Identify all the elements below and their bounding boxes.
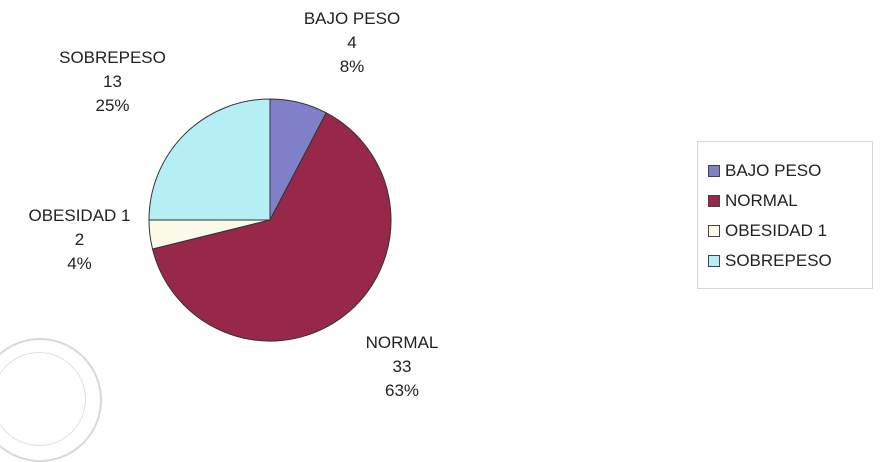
legend-label: OBESIDAD 1 [725, 221, 828, 240]
slice-label-count: 13 [103, 72, 122, 91]
slice-label-normal: NORMAL 33 63% [337, 331, 467, 403]
slice-label-bajo-peso: BAJO PESO 4 8% [287, 7, 417, 79]
slice-label-count: 2 [74, 230, 85, 249]
chart-legend: BAJO PESO NORMAL OBESIDAD 1 SOBREPESO [697, 141, 873, 289]
legend-swatch [708, 195, 720, 207]
slice-label-percent: 63% [384, 381, 420, 400]
slice-label-name: OBESIDAD 1 [28, 206, 131, 225]
pie-slice-normal [151, 112, 392, 342]
legend-item-normal: NORMAL [708, 186, 872, 216]
slice-label-percent: 8% [339, 57, 365, 76]
slice-label-percent: 4% [67, 254, 92, 273]
legend-label: NORMAL [725, 191, 798, 210]
slice-label-obesidad-1: OBESIDAD 1 2 4% [2, 204, 157, 276]
slice-label-count: 33 [392, 357, 412, 376]
legend-item-bajo-peso: BAJO PESO [708, 156, 872, 186]
slice-label-name: NORMAL [365, 333, 439, 352]
legend-label: SOBREPESO [725, 251, 832, 270]
slice-label-name: SOBREPESO [59, 48, 166, 67]
legend-swatch [708, 165, 720, 177]
slice-label-count: 4 [347, 33, 357, 52]
legend-swatch [708, 255, 720, 267]
slice-label-sobrepeso: SOBREPESO 13 25% [40, 46, 185, 118]
legend-swatch [708, 225, 720, 237]
slice-label-name: BAJO PESO [303, 9, 401, 28]
legend-item-sobrepeso: SOBREPESO [708, 246, 872, 276]
legend-label: BAJO PESO [725, 161, 822, 180]
pie-slice-sobrepeso [148, 98, 271, 221]
legend-item-obesidad-1: OBESIDAD 1 [708, 216, 872, 246]
slice-label-percent: 25% [95, 96, 130, 115]
pie-chart [148, 98, 392, 342]
